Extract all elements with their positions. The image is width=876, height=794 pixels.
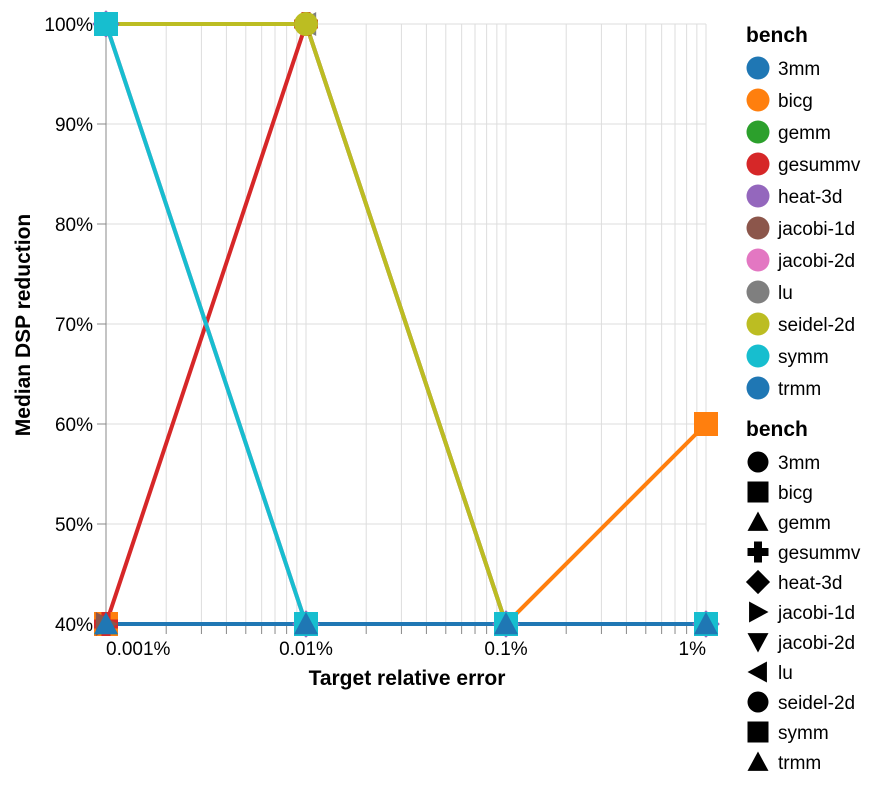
shape-legend-symbol-trmm xyxy=(747,751,769,771)
shape-legend-label-jacobi-2d: jacobi-2d xyxy=(777,633,855,654)
color-legend-label-gemm: gemm xyxy=(778,123,831,144)
x-tick-label: 0.1% xyxy=(484,639,527,660)
color-legend-label-gesummv: gesummv xyxy=(778,155,861,176)
color-legend-label-trmm: trmm xyxy=(778,379,821,400)
shape-legend-symbol-lu xyxy=(747,661,767,683)
color-legend-symbol-trmm xyxy=(746,376,770,400)
series-lines xyxy=(104,22,708,626)
shape-legend: bench 3mm bicg gemm gesummv heat-3d jacobi-1d… xyxy=(745,418,861,774)
shape-legend-symbol-gesummv xyxy=(747,541,769,563)
color-legend-label-bicg: bicg xyxy=(778,91,813,112)
shape-legend-symbol-jacobi-2d xyxy=(747,633,769,653)
data-point-bicg xyxy=(694,412,718,436)
shape-legend-symbol-symm xyxy=(747,721,769,743)
y-tick-label: 80% xyxy=(55,215,93,236)
color-legend-symbol-gesummv xyxy=(746,152,770,176)
shape-legend-symbol-seidel-2d xyxy=(747,691,769,713)
shape-legend-label-trmm: trmm xyxy=(778,753,821,774)
color-legend-symbol-bicg xyxy=(746,88,770,112)
x-axis-title: Target relative error xyxy=(309,667,506,690)
color-legend-label-jacobi-1d: jacobi-1d xyxy=(777,219,855,240)
shape-legend-label-gesummv: gesummv xyxy=(778,543,861,564)
color-legend-label-3mm: 3mm xyxy=(778,59,820,80)
y-tick-label: 100% xyxy=(44,15,93,36)
shape-legend-label-symm: symm xyxy=(778,723,829,744)
series-markers xyxy=(92,10,720,638)
y-tick-label: 70% xyxy=(55,315,93,336)
color-legend-label-lu: lu xyxy=(778,283,793,304)
shape-legend-label-bicg: bicg xyxy=(778,483,813,504)
color-legend-symbol-heat-3d xyxy=(746,184,770,208)
data-point-trmm xyxy=(694,612,718,635)
shape-legend-symbol-heat-3d xyxy=(745,569,771,595)
x-tick-label: 1% xyxy=(679,639,707,660)
y-tick-label: 90% xyxy=(55,115,93,136)
y-tick-label: 60% xyxy=(55,415,93,436)
shape-legend-label-lu: lu xyxy=(778,663,793,684)
y-tick-label: 50% xyxy=(55,515,93,536)
shape-legend-label-jacobi-1d: jacobi-1d xyxy=(777,603,855,624)
shape-legend-symbol-gemm xyxy=(747,511,769,531)
shape-legend-label-3mm: 3mm xyxy=(778,453,820,474)
shape-legend-title: bench xyxy=(746,418,808,441)
y-tick-label: 40% xyxy=(55,615,93,636)
color-legend-symbol-gemm xyxy=(746,120,770,144)
data-point-trmm xyxy=(94,612,118,635)
shape-legend-label-gemm: gemm xyxy=(778,513,831,534)
data-point-symm xyxy=(94,12,118,36)
color-legend-symbol-jacobi-1d xyxy=(746,216,770,240)
y-axis-title: Median DSP reduction xyxy=(12,214,35,436)
axes: 0.001% 0.01% 0.1% 1% 40% 50% 60% 70% 80% 90% 100% xyxy=(44,15,707,660)
data-point-seidel-2d xyxy=(294,12,318,36)
x-tick-label: 0.001% xyxy=(106,639,171,660)
color-legend-symbol-lu xyxy=(746,280,770,304)
data-point-trmm xyxy=(294,612,318,635)
color-legend-label-heat-3d: heat-3d xyxy=(778,187,842,208)
color-legend-symbol-3mm xyxy=(746,56,770,80)
color-legend-label-seidel-2d: seidel-2d xyxy=(778,315,855,336)
data-point-trmm xyxy=(494,612,518,635)
color-legend-label-jacobi-2d: jacobi-2d xyxy=(777,251,855,272)
x-tick-label: 0.01% xyxy=(279,639,333,660)
shape-legend-label-heat-3d: heat-3d xyxy=(778,573,842,594)
color-legend-title: bench xyxy=(746,24,808,47)
shape-legend-symbol-bicg xyxy=(747,481,769,503)
color-legend-symbol-jacobi-2d xyxy=(746,248,770,272)
color-legend: bench 3mm bicg gemm gesummv heat-3d jacobi-1d… xyxy=(746,24,861,400)
color-legend-label-symm: symm xyxy=(778,347,829,368)
shape-legend-symbol-jacobi-1d xyxy=(749,601,769,623)
color-legend-symbol-seidel-2d xyxy=(746,312,770,336)
shape-legend-symbol-3mm xyxy=(747,451,769,473)
color-legend-symbol-symm xyxy=(746,344,770,368)
shape-legend-label-seidel-2d: seidel-2d xyxy=(778,693,855,714)
